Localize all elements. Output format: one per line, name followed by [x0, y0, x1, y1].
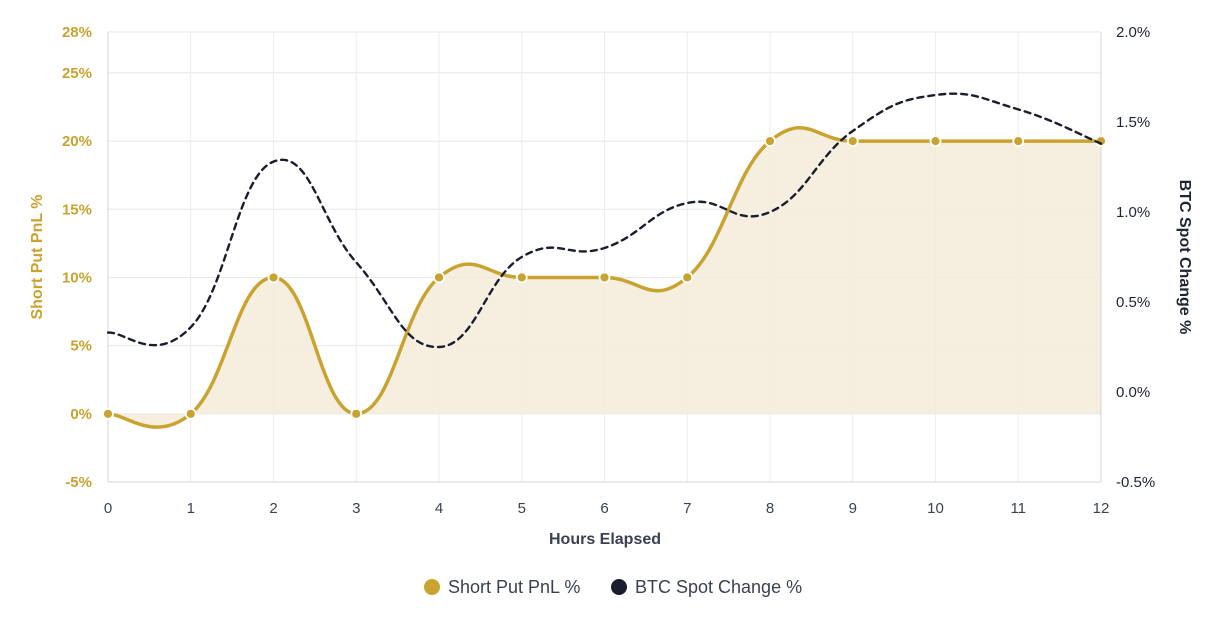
legend: Short Put PnL % BTC Spot Change % — [424, 577, 802, 597]
point-short-put-0[interactable] — [102, 407, 114, 420]
point-short-put-3[interactable] — [350, 407, 363, 420]
legend-item-btc-spot[interactable]: BTC Spot Change % — [611, 577, 802, 597]
legend-swatch-btc-spot — [611, 579, 627, 595]
legend-item-short-put[interactable]: Short Put PnL % — [424, 577, 580, 597]
x-tick-label: 6 — [600, 500, 608, 517]
x-tick-label: 9 — [849, 500, 857, 517]
x-tick-label: 8 — [766, 500, 774, 517]
point-short-put-10[interactable] — [929, 135, 942, 147]
point-short-put-2[interactable] — [267, 271, 280, 284]
x-tick-label: 1 — [187, 500, 195, 517]
point-short-put-7[interactable] — [681, 271, 694, 284]
y-left-tick-label: -5% — [65, 474, 92, 491]
x-axis-title: Hours Elapsed — [549, 531, 661, 548]
y-left-tick-label: 5% — [70, 338, 92, 355]
legend-swatch-short-put — [424, 579, 440, 595]
y-right-tick-label: 1.5% — [1116, 114, 1150, 131]
point-short-put-4[interactable] — [433, 271, 445, 284]
y-left-tick-label: 20% — [62, 133, 92, 150]
y-right-tick-label: 0.0% — [1116, 384, 1150, 401]
legend-label-btc-spot: BTC Spot Change % — [635, 577, 802, 597]
y-right-axis-title: BTC Spot Change % — [1176, 180, 1193, 335]
y-left-tick-label: 25% — [62, 65, 92, 82]
x-tick-label: 4 — [435, 500, 443, 517]
y-left-tick-label: 28% — [62, 24, 92, 41]
x-tick-label: 10 — [927, 500, 944, 517]
x-tick-label: 7 — [683, 500, 691, 517]
x-tick-label: 11 — [1010, 500, 1026, 517]
y-left-tick-labels: -5% 0% 5% 10% 15% 20% 25% 28% — [62, 24, 92, 491]
y-right-tick-label: -0.5% — [1116, 474, 1155, 491]
point-short-put-6[interactable] — [598, 271, 611, 284]
point-short-put-9[interactable] — [846, 135, 859, 147]
y-left-axis-title: Short Put PnL % — [29, 194, 46, 319]
x-tick-label: 12 — [1093, 500, 1110, 517]
line-btc-spot — [106, 92, 1103, 349]
y-right-tick-label: 0.5% — [1116, 294, 1150, 311]
y-right-tick-labels: -0.5% 0.0% 0.5% 1.0% 1.5% 2.0% — [1116, 24, 1155, 491]
axes — [107, 32, 1102, 483]
y-right-tick-label: 1.0% — [1116, 204, 1150, 221]
point-short-put-1[interactable] — [184, 407, 197, 420]
series-layer — [102, 92, 1107, 429]
x-tick-label: 0 — [104, 500, 112, 517]
y-left-tick-label: 15% — [62, 201, 92, 218]
x-tick-label: 5 — [518, 500, 526, 517]
point-short-put-5[interactable] — [515, 271, 528, 284]
y-left-tick-label: 10% — [62, 269, 92, 286]
y-left-tick-label: 0% — [70, 406, 92, 423]
legend-label-short-put: Short Put PnL % — [448, 577, 580, 597]
point-short-put-11[interactable] — [1012, 135, 1025, 147]
x-tick-labels: 0 1 2 3 4 5 6 7 8 9 10 11 12 — [104, 500, 1110, 517]
point-short-put-8[interactable] — [764, 135, 776, 147]
y-right-tick-label: 2.0% — [1116, 24, 1150, 41]
x-tick-label: 2 — [269, 500, 277, 517]
x-tick-label: 3 — [352, 500, 360, 517]
